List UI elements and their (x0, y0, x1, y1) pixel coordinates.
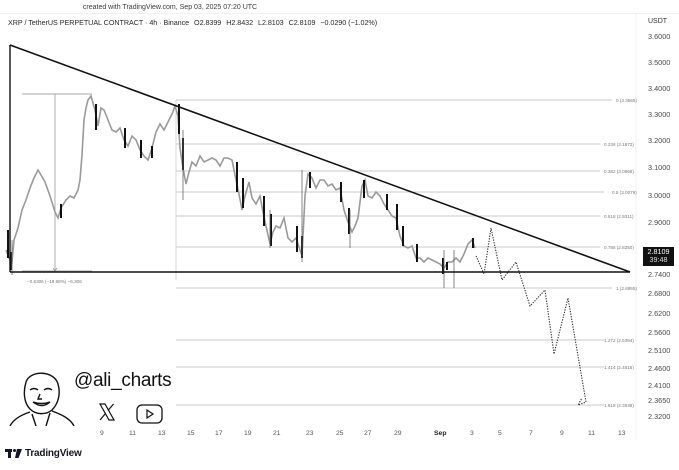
svg-text:21: 21 (273, 430, 281, 437)
y-tick: 2.4100 (648, 381, 670, 390)
svg-text:27: 27 (364, 430, 372, 437)
fib-label-1: 1 (2.6955) (616, 286, 637, 291)
svg-text:19: 19 (244, 430, 252, 437)
author-handle: @ali_charts (74, 370, 172, 391)
y-tick: 3.0000 (648, 191, 670, 200)
tradingview-logo-icon (5, 449, 22, 458)
svg-text:Sep: Sep (434, 430, 446, 437)
svg-text:15: 15 (187, 430, 195, 437)
currency-label: USDT (648, 18, 668, 25)
fib-label-0382: 0.382 (3.0868) (604, 169, 634, 174)
tradingview-wordmark: TradingView (25, 448, 82, 459)
last-price-badge: 2.8109 39:48 (643, 247, 674, 266)
candlesticks[interactable] (5, 94, 476, 288)
svg-text:9: 9 (100, 430, 104, 437)
price-change: −0.0290 (−1.02%) (320, 18, 378, 27)
y-tick: 2.6800 (648, 289, 670, 298)
y-tick: 3.1000 (648, 163, 670, 172)
svg-text:11: 11 (588, 430, 595, 437)
y-tick: 2.3650 (648, 396, 670, 405)
svg-text:17: 17 (215, 430, 223, 437)
y-tick: 2.5600 (648, 328, 670, 337)
y-tick: 3.6000 (648, 32, 670, 41)
ohlc-open: O2.8399 (194, 18, 222, 27)
fib-label-0236: 0.236 (3.1872) (604, 142, 634, 147)
ohlc-high: H2.8432 (226, 18, 254, 27)
fib-label-1414: 1.414 (2.4615) (604, 365, 634, 370)
y-tick: 2.5100 (648, 346, 670, 355)
fib-label-0786: 0.786 (2.8250) (604, 245, 634, 250)
y-tick: 3.4000 (648, 84, 670, 93)
time-axis[interactable]: 9 11 13 15 17 19 21 23 25 27 29 Sep 3 5 … (100, 430, 626, 437)
svg-text:11: 11 (129, 430, 136, 437)
svg-text:25: 25 (336, 430, 344, 437)
created-with-caption: created with TradingView.com, Sep 03, 20… (82, 4, 258, 11)
svg-text:9: 9 (560, 430, 564, 437)
svg-text:13: 13 (158, 430, 166, 437)
svg-text:3: 3 (470, 430, 474, 437)
last-price: 2.8109 (647, 247, 670, 256)
svg-text:7: 7 (529, 430, 533, 437)
measure-label: −0.6306 (−18.68%) −6,306 (27, 279, 82, 284)
fib-label-05: 0.5 (3.0079) (612, 190, 637, 195)
symbol-legend: XRP / TetherUS PERPETUAL CONTRACT · 4h ·… (8, 18, 380, 27)
fib-label-0: 0 (3.3565) (616, 98, 637, 103)
y-tick: 2.9000 (648, 218, 670, 227)
price-axis[interactable]: 3.6000 3.5000 3.4000 3.3000 3.2000 3.100… (648, 32, 670, 421)
tradingview-branding[interactable]: TradingView (5, 448, 82, 459)
fib-label-0618: 0.618 (2.9311) (604, 214, 634, 219)
header-divider (0, 13, 679, 14)
fibonacci-labels: 0 (3.3565) 0.236 (3.1872) 0.382 (3.0868)… (604, 98, 637, 408)
descending-triangle[interactable] (9, 44, 631, 273)
y-tick: 3.2000 (648, 136, 670, 145)
x-twitter-icon[interactable] (98, 403, 116, 421)
svg-text:23: 23 (306, 430, 314, 437)
symbol-title[interactable]: XRP / TetherUS PERPETUAL CONTRACT · 4h ·… (8, 18, 190, 27)
y-tick: 2.4600 (648, 364, 670, 373)
fibonacci-retracement[interactable] (175, 99, 612, 406)
youtube-icon[interactable] (136, 404, 163, 424)
svg-text:29: 29 (394, 430, 402, 437)
svg-text:5: 5 (498, 430, 502, 437)
bar-countdown: 39:48 (649, 255, 668, 264)
y-tick: 3.3000 (648, 110, 670, 119)
price-range-measure[interactable] (22, 93, 92, 272)
ohlc-low: L2.8103 (258, 18, 284, 27)
y-tick: 2.6200 (648, 309, 670, 318)
ohlc-close: C2.8109 (288, 18, 316, 27)
y-tick: 3.5000 (648, 58, 670, 67)
fib-label-1618: 1.618 (2.3538) (604, 403, 634, 408)
author-avatar (9, 372, 75, 426)
fib-label-1272: 1.272 (2.5394) (604, 338, 634, 343)
svg-text:13: 13 (618, 430, 626, 437)
projection-path[interactable] (475, 227, 587, 407)
y-tick: 2.3200 (648, 412, 670, 421)
y-tick: 2.7400 (648, 270, 670, 279)
